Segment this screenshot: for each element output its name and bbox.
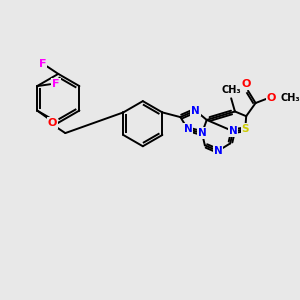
Text: F: F	[52, 79, 60, 89]
Text: O: O	[267, 93, 276, 103]
Text: N: N	[214, 146, 222, 156]
Text: N: N	[229, 126, 237, 136]
Text: N: N	[191, 106, 200, 116]
Text: O: O	[242, 79, 251, 89]
Text: F: F	[38, 58, 46, 69]
Text: O: O	[47, 118, 57, 128]
Text: N: N	[184, 124, 192, 134]
Text: CH₃: CH₃	[221, 85, 241, 95]
Text: N: N	[198, 128, 206, 138]
Text: CH₃: CH₃	[281, 93, 300, 103]
Text: S: S	[242, 124, 249, 134]
